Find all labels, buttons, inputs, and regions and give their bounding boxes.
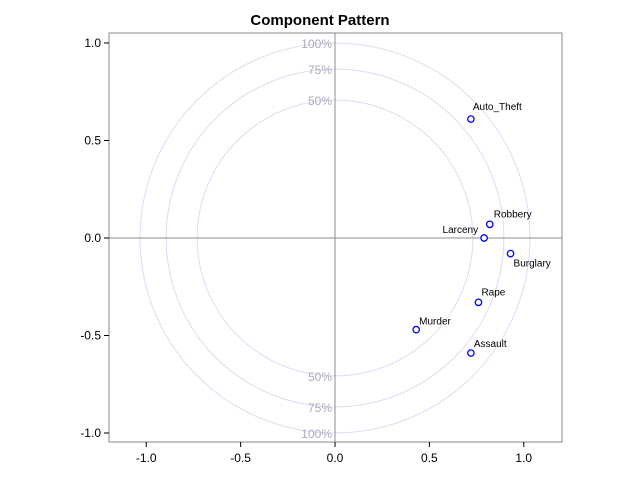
x-tick-label: 0.0: [327, 451, 344, 465]
data-points: Auto_Theft Robbery Larceny Burglary Rape Murd…: [412, 102, 551, 357]
chart-title: Component Pattern: [250, 12, 389, 29]
point-label: Murder: [419, 317, 451, 328]
circle-label-top: 50%: [308, 94, 332, 108]
x-tick-label: 1.0: [515, 451, 532, 465]
point-marker: [485, 220, 494, 229]
circle-label-bottom: 50%: [308, 370, 332, 384]
point-label: Robbery: [494, 209, 532, 220]
x-tick-label: 0.5: [421, 451, 438, 465]
y-axis: 1.0 0.5 0.0 -0.5 -1.0: [80, 36, 109, 440]
x-tick-label: -0.5: [230, 451, 251, 465]
point-marker: [474, 298, 483, 307]
y-tick-label: -0.5: [80, 329, 101, 343]
y-tick-label: 1.0: [84, 36, 101, 50]
y-tick-label: -1.0: [80, 426, 101, 440]
x-tick-label: -1.0: [136, 451, 157, 465]
point-marker: [467, 349, 475, 357]
reference-lines: [109, 33, 562, 442]
y-tick-label: 0.5: [84, 134, 101, 148]
circle-label-top: 75%: [308, 63, 332, 77]
point-label: Burglary: [514, 259, 551, 270]
point-label: Larceny: [443, 225, 479, 236]
point-marker: [480, 234, 488, 242]
point-marker: [467, 115, 475, 123]
point-label: Assault: [474, 339, 507, 350]
point-marker: [412, 325, 421, 334]
x-axis: -1.0 -0.5 0.0 0.5 1.0: [136, 442, 532, 465]
point-label: Rape: [481, 287, 505, 298]
circle-label-bottom: 75%: [308, 401, 332, 415]
circle-label-bottom: 100%: [301, 427, 332, 441]
point-marker: [506, 249, 515, 258]
y-tick-label: 0.0: [84, 231, 101, 245]
circle-label-top: 100%: [301, 37, 332, 51]
point-label: Auto_Theft: [473, 102, 522, 113]
